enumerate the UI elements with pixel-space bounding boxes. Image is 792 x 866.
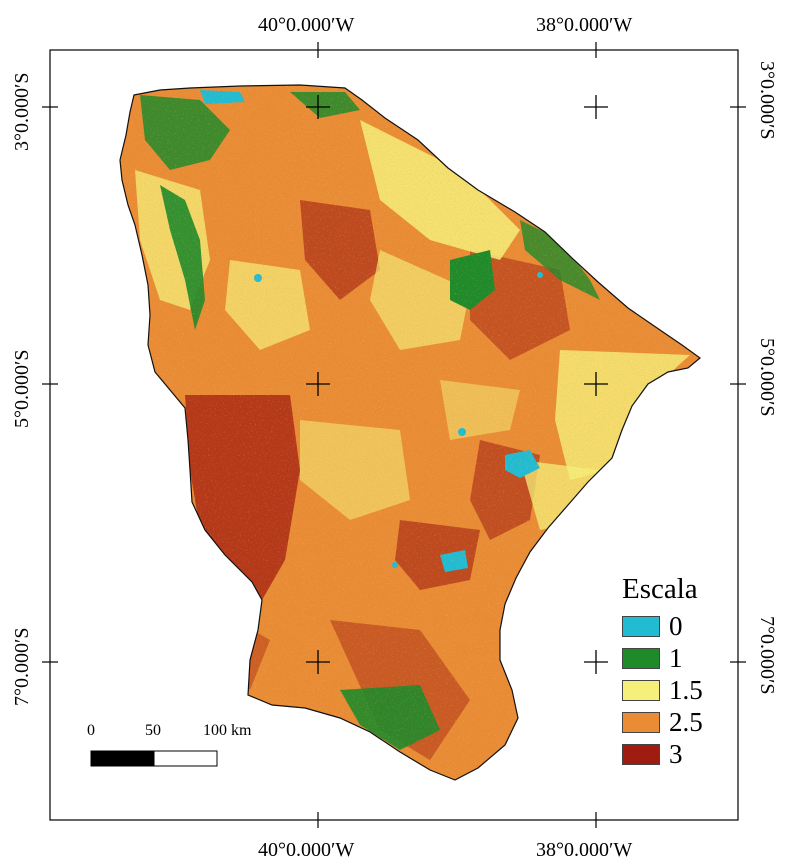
- legend-label: 0: [669, 611, 683, 641]
- scale-label-100: 100 km: [203, 722, 252, 739]
- right-lat-label-3: 7°0.000′S: [756, 616, 778, 695]
- graticule-cross: [584, 372, 608, 396]
- legend-label: 2.5: [669, 707, 703, 737]
- legend: Escala 0 1 1.5 2.5 3: [622, 575, 742, 772]
- legend-swatch: [622, 744, 660, 765]
- left-lat-label-2: 5°0.000′S: [11, 349, 33, 429]
- legend-label: 3: [669, 739, 683, 769]
- left-lat-label-1: 3°0.000′S: [11, 72, 33, 152]
- scale-bar: [90, 750, 218, 767]
- map-frame: [49, 49, 739, 821]
- legend-item: 1: [622, 644, 742, 673]
- graticule-cross: [306, 372, 330, 396]
- scale-bar-black-segment: [90, 750, 155, 767]
- bottom-lon-label-2: 38°0.000′W: [536, 839, 633, 861]
- graticule-cross: [306, 95, 330, 119]
- graticule-crosses: [306, 95, 608, 674]
- graticule-cross: [306, 650, 330, 674]
- legend-item: 3: [622, 740, 742, 769]
- top-lon-label-1: 40°0.000′W: [258, 14, 355, 36]
- bottom-lon-label-1: 40°0.000′W: [258, 839, 355, 861]
- frame-ticks: [42, 42, 746, 828]
- top-lon-label-2: 38°0.000′W: [536, 14, 633, 36]
- legend-swatch: [622, 616, 660, 637]
- right-lat-label-2: 5°0.000′S: [756, 338, 778, 417]
- scale-label-0: 0: [87, 722, 95, 739]
- legend-title: Escala: [622, 573, 698, 605]
- graticule-cross: [584, 95, 608, 119]
- legend-swatch: [622, 712, 660, 733]
- right-lat-label-1: 3°0.000′S: [756, 61, 778, 140]
- scale-label-50: 50: [145, 722, 161, 739]
- left-lat-label-3: 7°0.000′S: [11, 627, 33, 707]
- legend-item: 1.5: [622, 676, 742, 705]
- scale-bar-white-segment: [153, 750, 218, 767]
- legend-label: 1.5: [669, 675, 703, 705]
- legend-item: 0: [622, 612, 742, 641]
- legend-swatch: [622, 680, 660, 701]
- legend-label: 1: [669, 643, 683, 673]
- legend-swatch: [622, 648, 660, 669]
- legend-item: 2.5: [622, 708, 742, 737]
- graticule-cross: [584, 650, 608, 674]
- state-boundary: [119, 84, 701, 781]
